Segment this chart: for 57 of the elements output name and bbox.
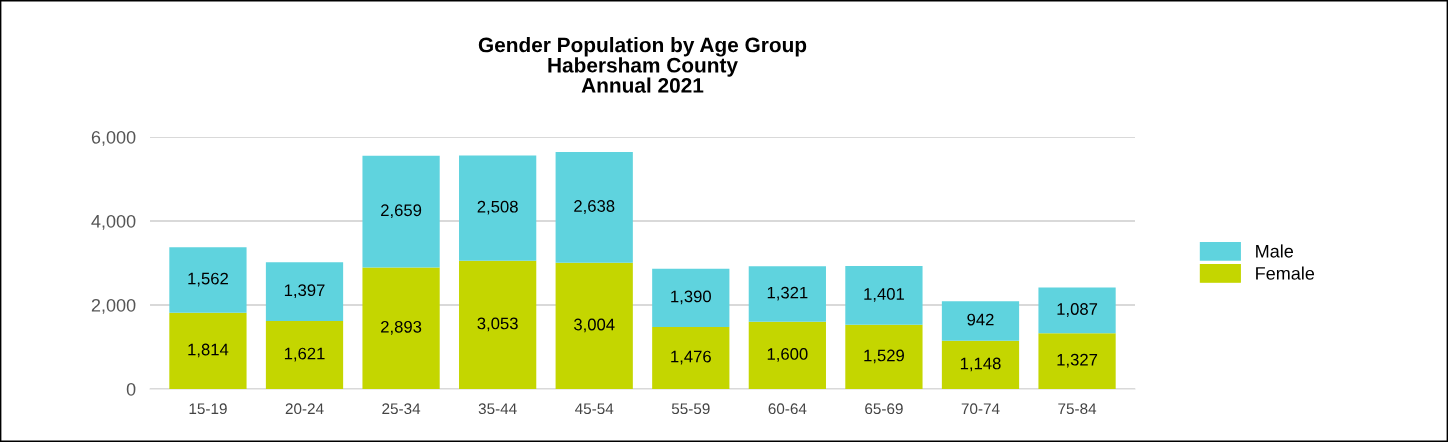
bar <box>748 321 826 389</box>
x-tick-label: 55-59 <box>671 403 710 415</box>
x-tick-label: 35-44 <box>478 403 517 415</box>
chart-title: Gender Population by Age Group Habersham County Annual 2021 <box>478 37 807 93</box>
x-tick-label: 75-84 <box>1058 403 1097 415</box>
bar <box>941 340 1020 389</box>
data-label: 2,508 <box>477 200 518 215</box>
x-tick-label: 25-34 <box>382 403 421 415</box>
data-label: 3,053 <box>477 317 518 332</box>
x-tick-label: 20-24 <box>285 403 324 415</box>
data-label: 1,814 <box>188 343 229 358</box>
x-tick-label: 15-19 <box>189 403 227 415</box>
bar <box>169 312 247 389</box>
bar <box>362 267 440 389</box>
x-tick-label: 60-64 <box>768 403 807 415</box>
data-label: 1,600 <box>767 348 808 362</box>
data-label: 1,562 <box>188 272 228 287</box>
y-tick-label: 6,000 <box>91 130 136 146</box>
bar <box>265 320 344 389</box>
data-label: 2,893 <box>381 320 422 335</box>
data-label: 942 <box>967 313 994 326</box>
bar <box>459 260 537 389</box>
data-label: 1,401 <box>864 288 904 302</box>
bar <box>652 327 730 389</box>
data-label: 1,621 <box>284 347 325 362</box>
y-tick-label: 4,000 <box>91 214 136 230</box>
data-label: 1,148 <box>960 357 1001 372</box>
bar <box>555 262 633 389</box>
data-label: 1,390 <box>671 290 711 305</box>
data-label: 1,529 <box>864 349 904 364</box>
bar <box>845 324 923 389</box>
data-label: 1,327 <box>1057 353 1098 368</box>
bar <box>1038 333 1116 389</box>
x-tick-label: 70-74 <box>961 403 1000 415</box>
data-label: 1,397 <box>284 284 325 299</box>
legend-label: Male <box>1256 244 1293 258</box>
legend-label: Female <box>1256 266 1315 280</box>
bar <box>459 155 537 261</box>
data-label: 1,087 <box>1057 303 1098 317</box>
bar <box>652 268 730 328</box>
data-label: 2,659 <box>381 204 422 219</box>
bar <box>941 301 1020 341</box>
data-label: 1,321 <box>767 286 808 301</box>
bar <box>1038 287 1116 334</box>
bar <box>555 152 633 263</box>
bar <box>265 262 344 321</box>
bar <box>845 265 923 325</box>
x-tick-label: 45-54 <box>575 403 614 415</box>
bar <box>169 247 247 313</box>
y-tick-label: 0 <box>126 382 136 396</box>
data-label: 1,476 <box>671 350 711 365</box>
bar <box>748 266 826 322</box>
data-label: 2,638 <box>574 200 615 214</box>
data-label: 3,004 <box>574 318 615 333</box>
x-tick-label: 65-69 <box>865 403 903 415</box>
bar <box>362 155 440 268</box>
y-tick-label: 2,000 <box>91 298 136 314</box>
